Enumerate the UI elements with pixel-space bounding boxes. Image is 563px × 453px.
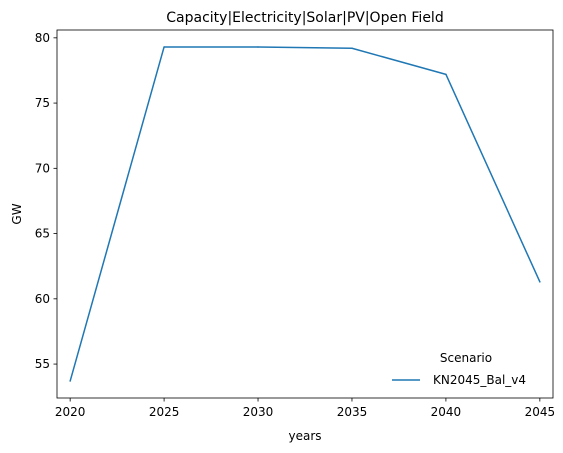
x-axis-label: years (288, 429, 321, 443)
series-point (445, 73, 447, 76)
x-tick-label: 2020 (55, 405, 86, 419)
y-tick-label: 55 (35, 357, 50, 371)
chart-title: Capacity|Electricity|Solar|PV|Open Field (166, 10, 443, 26)
x-tick-label: 2035 (337, 405, 368, 419)
legend-entry-label: KN2045_Bal_v4 (433, 373, 526, 387)
plot-area (56, 29, 554, 399)
x-tick-label: 2045 (525, 405, 556, 419)
series-point (351, 47, 353, 50)
y-tick-label: 75 (35, 96, 50, 110)
x-tick-label: 2030 (243, 405, 274, 419)
series-point (257, 46, 259, 48)
series-point (163, 46, 165, 48)
x-tick-label: 2040 (431, 405, 462, 419)
legend: Scenario KN2045_Bal_v4 (392, 351, 526, 387)
y-axis-label: GW (10, 203, 24, 224)
y-tick-label: 70 (35, 161, 50, 175)
y-tick-label: 65 (35, 227, 50, 241)
x-tick-label: 2025 (149, 405, 180, 419)
legend-title: Scenario (440, 351, 492, 365)
series-point (539, 281, 541, 283)
series-line (69, 46, 541, 382)
y-tick-label: 80 (35, 31, 50, 45)
y-axis: 55 60 65 70 75 80 (35, 31, 57, 371)
series-point (69, 380, 71, 382)
series-layer (69, 46, 541, 382)
y-tick-label: 60 (35, 292, 50, 306)
x-axis: 2020 2025 2030 2035 2040 2045 (55, 398, 555, 419)
